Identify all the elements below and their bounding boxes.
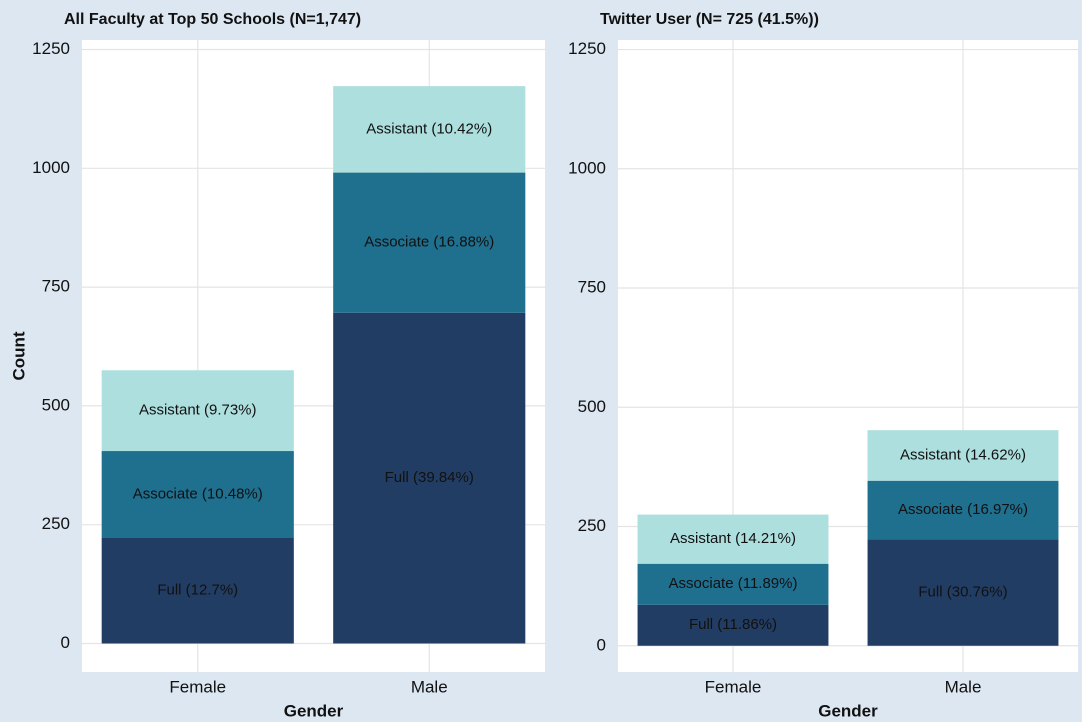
segment-label: Full (12.7%) [157, 582, 238, 599]
x-axis-label: Gender [818, 701, 878, 720]
y-tick-label: 250 [42, 514, 70, 533]
bar-segment [333, 86, 526, 173]
bar-segment [867, 480, 1059, 540]
segment-label: Assistant (9.73%) [139, 402, 257, 419]
y-tick-label: 500 [42, 395, 70, 414]
bar-segment [101, 451, 294, 538]
y-axis-label: Count [9, 331, 28, 380]
bar-segment [637, 563, 829, 605]
bar-segment [101, 370, 294, 452]
y-tick-label: 1000 [568, 158, 606, 177]
bar-segment [637, 604, 829, 646]
segment-label: Full (30.76%) [918, 584, 1007, 601]
y-tick-label: 750 [578, 278, 606, 297]
x-tick-label: Female [169, 677, 226, 696]
x-tick-label: Female [705, 677, 762, 696]
bar-segment [333, 172, 526, 313]
y-tick-label: 0 [597, 635, 606, 654]
segment-label: Full (11.86%) [689, 616, 777, 633]
chart-title: Twitter User (N= 725 (41.5%)) [600, 11, 819, 28]
x-tick-label: Male [945, 677, 982, 696]
segment-label: Assistant (14.62%) [900, 446, 1026, 463]
segment-label: Associate (16.88%) [364, 234, 494, 251]
y-tick-label: 0 [61, 633, 70, 652]
segment-label: Associate (10.48%) [133, 485, 263, 502]
bar-segment [867, 539, 1059, 646]
segment-label: Full (39.84%) [385, 469, 474, 486]
segment-label: Associate (11.89%) [669, 575, 798, 592]
y-tick-label: 1250 [32, 39, 70, 58]
y-tick-label: 750 [42, 277, 70, 296]
bar-segment [867, 430, 1059, 481]
x-tick-label: Male [411, 677, 448, 696]
y-tick-label: 1000 [32, 158, 70, 177]
chart-title: All Faculty at Top 50 Schools (N=1,747) [64, 11, 361, 28]
bar-segment [101, 537, 294, 644]
y-tick-label: 500 [578, 397, 606, 416]
bar-segment [637, 514, 829, 564]
segment-label: Associate (16.97%) [898, 501, 1028, 518]
y-tick-label: 1250 [568, 39, 606, 58]
bar-segment [333, 312, 526, 644]
y-tick-label: 250 [578, 516, 606, 535]
x-axis-label: Gender [284, 701, 344, 720]
segment-label: Assistant (14.21%) [670, 530, 796, 547]
segment-label: Assistant (10.42%) [366, 120, 492, 137]
